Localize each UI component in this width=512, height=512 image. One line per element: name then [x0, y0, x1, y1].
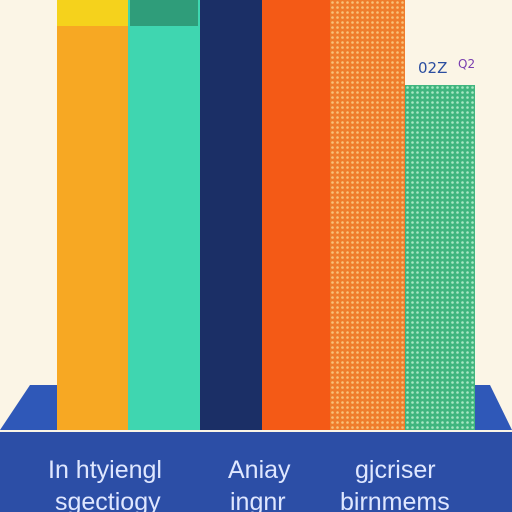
- footer-text: Aniay: [228, 456, 291, 484]
- badge: 02Z: [418, 59, 447, 77]
- footer-text: sgectiogy: [55, 488, 161, 512]
- footer: [0, 432, 512, 512]
- badge-small: Q2: [458, 57, 475, 71]
- footer-text: ingnr: [230, 488, 286, 512]
- footer-text: birnmems: [340, 488, 450, 512]
- bar-teal: [128, 0, 200, 430]
- footer-text: In htyiengl: [48, 456, 162, 484]
- bar-red: [262, 0, 330, 430]
- bar-cap: [57, 0, 128, 26]
- bar-cap: [130, 0, 198, 26]
- bar-dotted-green: [405, 85, 475, 430]
- bar-navy: [200, 0, 262, 430]
- footer-text: gjcriser: [355, 456, 436, 484]
- bar-yellow: [57, 0, 128, 430]
- bar-dotted-orange: [330, 0, 405, 430]
